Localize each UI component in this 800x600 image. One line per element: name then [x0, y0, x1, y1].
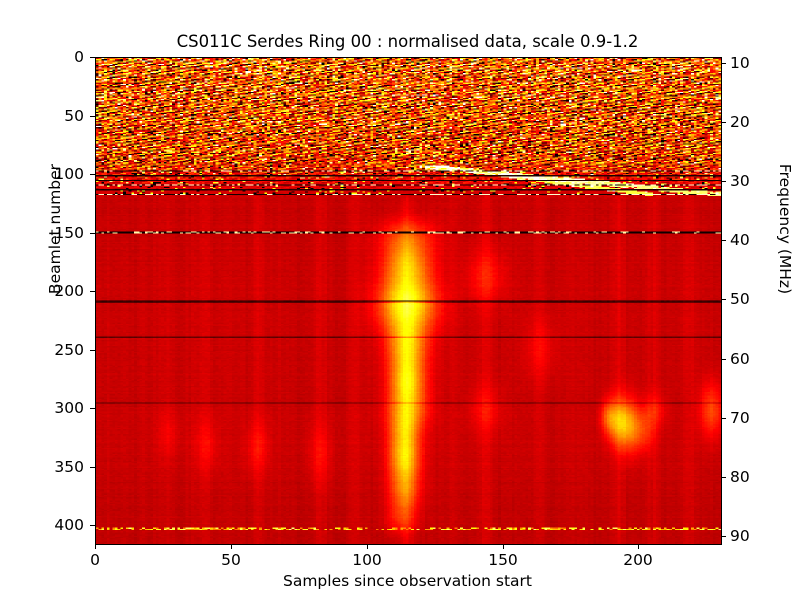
y-ticklabel-left-200: 200 — [54, 282, 84, 300]
page-title: CS011C Serdes Ring 00 : normalised data,… — [176, 32, 639, 51]
y-ticklabel-right-90: 90 — [730, 527, 750, 545]
y-tick-right-60 — [721, 359, 726, 360]
y-tick-left-300 — [90, 408, 95, 409]
y-tick-right-90 — [721, 536, 726, 537]
y-tick-left-0 — [90, 57, 95, 58]
y-ticklabel-left-100: 100 — [54, 165, 84, 183]
y-ticklabel-left-250: 250 — [54, 341, 84, 359]
y-ticklabel-right-80: 80 — [730, 468, 750, 486]
y-ticklabel-left-0: 0 — [74, 48, 84, 66]
x-ticklabel-0: 0 — [90, 551, 100, 569]
y-tick-right-30 — [721, 181, 726, 182]
y-ticklabel-right-20: 20 — [730, 113, 750, 131]
x-ticklabel-100: 100 — [352, 551, 382, 569]
y-tick-right-10 — [721, 63, 726, 64]
y-tick-left-350 — [90, 467, 95, 468]
y-tick-left-250 — [90, 350, 95, 351]
x-axis-label: Samples since observation start — [282, 572, 532, 590]
y-ticklabel-right-60: 60 — [730, 350, 750, 368]
heatmap-axes — [95, 57, 722, 545]
y-tick-left-50 — [90, 116, 95, 117]
y-tick-right-80 — [721, 477, 726, 478]
y-ticklabel-left-150: 150 — [54, 224, 84, 242]
x-tick-50 — [231, 544, 232, 549]
y-tick-right-40 — [721, 240, 726, 241]
y-ticklabel-right-40: 40 — [730, 231, 750, 249]
y-ticklabel-left-400: 400 — [54, 516, 84, 534]
y-ticklabel-right-50: 50 — [730, 290, 750, 308]
x-ticklabel-200: 200 — [623, 551, 653, 569]
x-ticklabel-150: 150 — [488, 551, 518, 569]
y-tick-left-200 — [90, 291, 95, 292]
x-ticklabel-50: 50 — [221, 551, 241, 569]
heatmap-image — [96, 58, 721, 544]
y-tick-right-20 — [721, 122, 726, 123]
x-tick-200 — [638, 544, 639, 549]
x-tick-0 — [95, 544, 96, 549]
y-ticklabel-right-10: 10 — [730, 54, 750, 72]
y-tick-left-400 — [90, 525, 95, 526]
y-tick-left-150 — [90, 233, 95, 234]
heatmap-pixels — [96, 58, 721, 544]
y-ticklabel-left-50: 50 — [64, 107, 84, 125]
y-ticklabel-left-350: 350 — [54, 458, 84, 476]
y-ticklabel-left-300: 300 — [54, 399, 84, 417]
x-tick-100 — [367, 544, 368, 549]
y-tick-left-100 — [90, 174, 95, 175]
y-ticklabel-right-70: 70 — [730, 409, 750, 427]
y-tick-right-70 — [721, 418, 726, 419]
x-tick-150 — [503, 544, 504, 549]
y-ticklabel-right-30: 30 — [730, 172, 750, 190]
y-tick-right-50 — [721, 299, 726, 300]
